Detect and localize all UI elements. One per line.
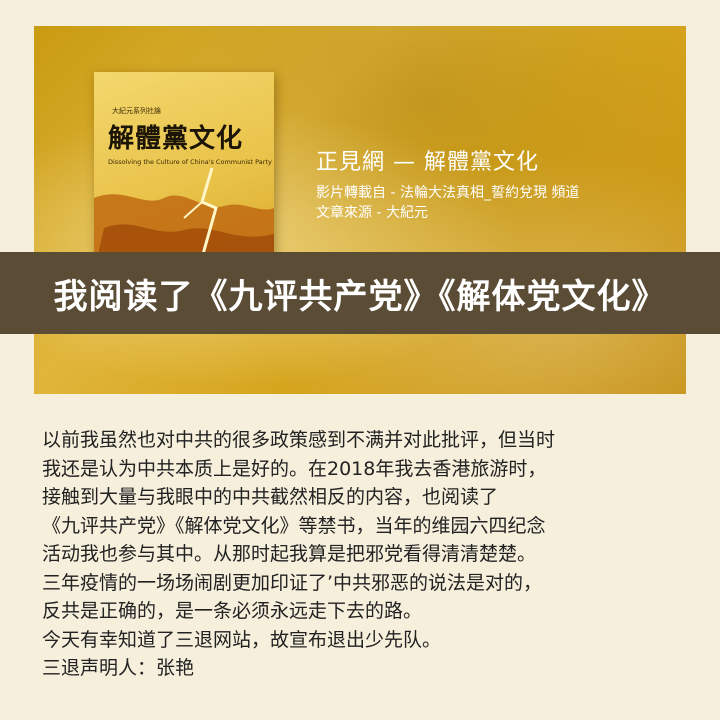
statement-text: 以前我虽然也对中共的很多政策感到不满并对此批评，但当时 我还是认为中共本质上是好… (42, 426, 702, 683)
statement-line: 我还是认为中共本质上是好的。在2018年我去香港旅游时， (42, 457, 547, 480)
headline-banner: 我阅读了《九评共产党》《解体党文化》 (0, 252, 720, 334)
statement-line: 《九评共产党》《解体党文化》等禁书，当年的维园六四纪念 (42, 514, 546, 537)
book-cover: 大紀元系列社論 解體黨文化 Dissolving the Culture of … (94, 72, 274, 272)
statement-line: 今天有幸知道了三退网站，故宣布退出少先队。 (42, 628, 442, 651)
statement-signature: 三退声明人：张艳 (42, 657, 195, 679)
book-series-label: 大紀元系列社論 (112, 107, 161, 115)
article-source-line: 文章來源 - 大紀元 (316, 205, 428, 221)
statement-line: 活动我也参与其中。从那时起我算是把邪党看得清清楚楚。 (42, 543, 537, 565)
book-title: 解體黨文化 (108, 124, 244, 154)
video-thumbnail[interactable]: 大紀元系列社論 解體黨文化 Dissolving the Culture of … (34, 26, 686, 394)
statement-line: 三年疫情的一场场闹剧更加印证了’中共邪恶的说法是对的， (42, 571, 543, 594)
video-source-line: 影片轉載自 - 法輪大法真相_誓約兌現 頻道 (316, 185, 580, 201)
statement-line: 以前我虽然也对中共的很多政策感到不满并对此批评，但当时 (42, 429, 556, 451)
statement-line: 反共是正确的，是一条必须永远走下去的路。 (42, 600, 423, 622)
headline-text: 我阅读了《九评共产党》《解体党文化》 (53, 276, 667, 317)
video-title: 正見網 — 解體黨文化 (316, 150, 539, 175)
statement-line: 接触到大量与我眼中的中共截然相反的内容，也阅读了 (42, 486, 499, 508)
book-subtitle: Dissolving the Culture of China's Commun… (108, 158, 272, 166)
